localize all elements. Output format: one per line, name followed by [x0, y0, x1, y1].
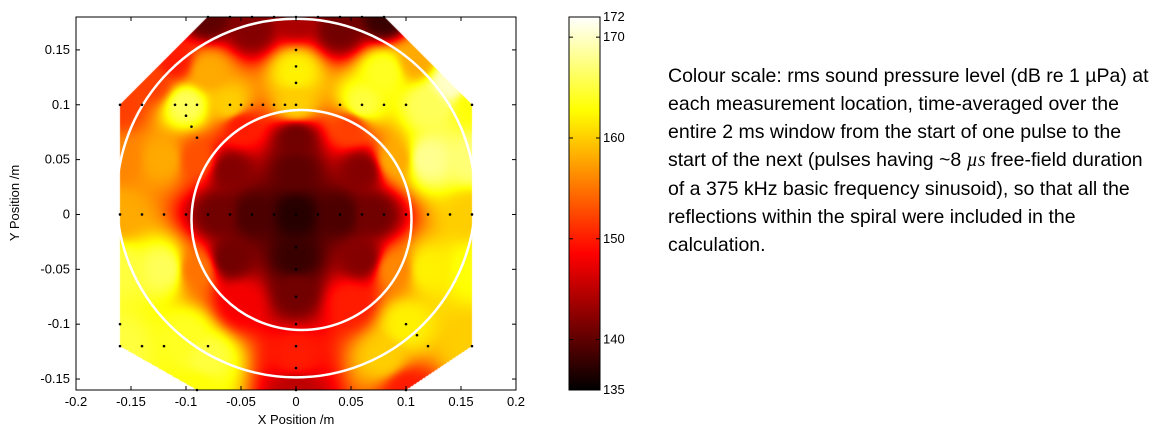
mu-symbol: µs: [966, 150, 986, 171]
measurement-point: [283, 103, 287, 107]
measurement-point: [448, 213, 452, 216]
measurement-point: [118, 322, 122, 326]
x-tick-label: -0.2: [65, 394, 87, 409]
measurement-point: [118, 213, 122, 216]
measurement-point: [294, 213, 298, 216]
measurement-point: [470, 344, 474, 348]
measurement-point: [184, 103, 188, 107]
measurement-point: [404, 103, 408, 107]
measurement-point: [382, 213, 386, 216]
measurement-point: [404, 213, 408, 216]
measurement-point: [184, 213, 188, 216]
measurement-point: [294, 268, 298, 271]
measurement-point: [261, 103, 265, 107]
measurement-point: [195, 103, 199, 107]
measurement-point: [206, 344, 210, 348]
measurement-point: [415, 333, 419, 337]
measurement-point: [360, 213, 364, 216]
measurement-point: [294, 366, 298, 370]
measurement-point: [338, 103, 342, 107]
heatmap-image: [76, 17, 516, 390]
x-tick-label: -0.15: [116, 394, 146, 409]
measurement-point: [190, 125, 193, 129]
measurement-point: [294, 48, 298, 52]
y-axis-ticks: -0.15 -0.1 -0.05 0 0.05 0.1 0.15: [40, 42, 516, 386]
measurement-point: [404, 322, 408, 326]
measurement-point: [272, 103, 276, 107]
measurement-point: [470, 103, 474, 107]
measurement-point: [250, 213, 254, 216]
colorbar-tick-label: 150: [603, 231, 625, 246]
ring-inner: [190, 108, 413, 332]
measurement-point: [470, 213, 474, 216]
colorbar-tick-label: 172: [603, 9, 625, 24]
measurement-point: [228, 213, 232, 216]
y-tick-label: 0.05: [45, 152, 70, 167]
colorbar: [568, 16, 601, 391]
x-tick-label: 0.15: [448, 394, 473, 409]
y-tick-label: -0.15: [40, 371, 70, 386]
x-tick-label: 0.2: [507, 394, 525, 409]
measurement-point: [338, 213, 342, 216]
y-tick-label: -0.05: [40, 261, 70, 276]
measurement-point: [426, 344, 430, 348]
caption-text: Colour scale: rms sound pressure level (…: [668, 65, 1149, 171]
measurement-point: [206, 213, 210, 216]
measurement-point: [294, 344, 298, 348]
measurement-point: [228, 103, 232, 107]
x-tick-label: 0: [292, 394, 299, 409]
colorbar-tick-label: 135: [603, 382, 625, 397]
colorbar-tick-label: 140: [603, 332, 625, 347]
measurement-point: [294, 246, 298, 249]
y-axis-label: Y Position /m: [7, 165, 22, 241]
x-tick-label: -0.1: [175, 394, 197, 409]
measurement-point: [294, 65, 298, 68]
x-axis-ticks: -0.2 -0.15 -0.1 -0.05 0 0.05 0.1 0.15 0.2: [65, 17, 525, 409]
y-tick-label: 0.1: [52, 97, 70, 112]
measurement-point: [239, 103, 243, 107]
measurement-point: [195, 136, 199, 139]
measurement-point: [272, 213, 276, 216]
measurement-point: [294, 103, 298, 107]
x-tick-label: -0.05: [226, 394, 256, 409]
caption-text-continued: free-field duration of a 375 kHz basic f…: [668, 149, 1143, 256]
measurement-point: [426, 213, 430, 216]
measurement-point: [360, 103, 364, 107]
measurement-point: [173, 103, 177, 107]
measurement-point: [140, 213, 144, 216]
measurement-point: [294, 322, 298, 326]
measurement-point: [294, 81, 298, 85]
measurement-point: [184, 114, 188, 118]
measurement-point: [118, 344, 122, 348]
x-axis-label: X Position /m: [258, 412, 335, 427]
measurement-point: [250, 103, 254, 107]
colorbar-ticks: 135 140 150 160 170 172: [569, 9, 625, 397]
measurement-point: [140, 344, 144, 348]
measurement-point: [382, 103, 386, 107]
y-tick-label: 0.15: [45, 42, 70, 57]
measurement-point: [316, 213, 320, 216]
measurement-point: [162, 213, 166, 216]
x-tick-label: 0.1: [397, 394, 415, 409]
y-tick-label: -0.1: [48, 316, 70, 331]
x-tick-label: 0.05: [338, 394, 363, 409]
measurement-point: [162, 344, 166, 348]
measurement-point: [140, 103, 144, 107]
colorbar-tick-label: 170: [603, 29, 625, 44]
measurement-point: [294, 295, 298, 299]
caption: Colour scale: rms sound pressure level (…: [668, 62, 1158, 259]
y-tick-label: 0: [63, 206, 70, 221]
measurement-point: [118, 103, 122, 107]
colorbar-tick-label: 160: [603, 130, 625, 145]
measurement-points: [118, 15, 474, 392]
